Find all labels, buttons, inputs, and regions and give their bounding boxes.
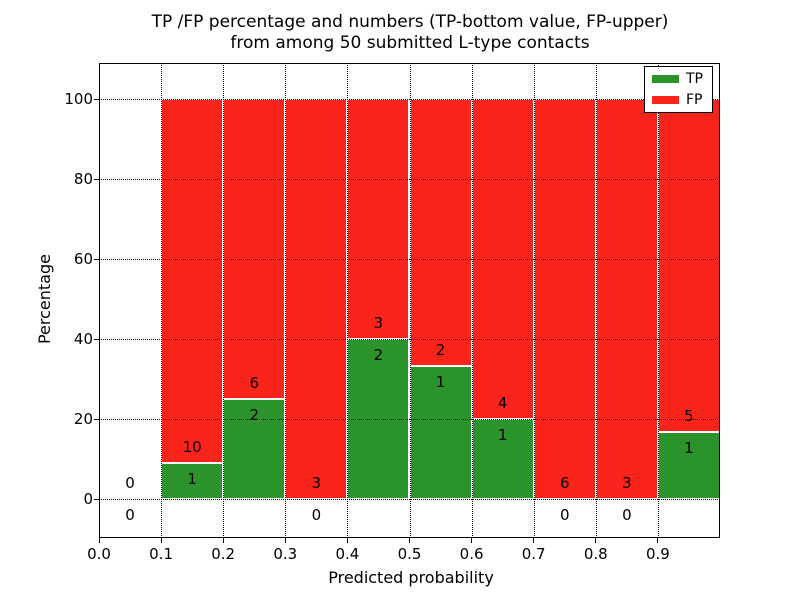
x-axis-label: Predicted probability: [328, 568, 494, 587]
legend-item: FP: [645, 92, 712, 108]
x-gridline: [657, 63, 659, 538]
fp-legend-swatch: [652, 96, 679, 104]
x-tick: [657, 538, 659, 543]
x-tick: [471, 538, 473, 543]
bar-tp-count-label: 0: [311, 506, 322, 524]
x-gridline: [223, 63, 225, 538]
x-tick-label: 0.8: [583, 545, 608, 563]
x-tick: [409, 538, 410, 543]
x-gridline: [409, 63, 411, 538]
x-gridline: [99, 63, 100, 538]
bar-fp-count-label: 3: [311, 474, 322, 492]
bar-fp-count-label: 3: [622, 474, 632, 492]
bar-fp-count-label: 5: [684, 407, 694, 426]
y-tick: [94, 258, 99, 260]
bar-fp-count-label: 0: [125, 474, 135, 492]
bar-tp-count-label: 0: [559, 506, 570, 524]
y-tick-label: 40: [73, 330, 93, 348]
bar-tp-count-label: 0: [622, 506, 632, 524]
x-tick: [595, 538, 597, 543]
bar-tp-segment: [409, 365, 472, 499]
x-tick-label: 0.7: [521, 545, 546, 563]
bar-fp-count-label: 6: [559, 474, 570, 492]
x-tick: [222, 538, 224, 543]
bar-fp-count-label: 6: [249, 374, 260, 392]
y-tick-label: 0: [83, 490, 93, 508]
x-gridline: [347, 63, 349, 538]
x-gridline: [471, 63, 473, 538]
bar-fp-count-label: 3: [373, 314, 384, 332]
y-tick: [94, 498, 99, 500]
x-gridline: [161, 63, 163, 538]
legend-label: TP: [686, 71, 703, 87]
bar-tp-count-label: 0: [125, 506, 135, 524]
x-tick-label: 0.0: [87, 545, 111, 563]
bar-fp-segment: [223, 99, 286, 399]
bar-fp-segment: [409, 99, 472, 366]
chart-title-line-1: TP /FP percentage and numbers (TP-bottom…: [151, 12, 669, 32]
bar-tp-count-label: 1: [684, 439, 694, 458]
bar-tp-count-label: 2: [373, 346, 384, 364]
y-tick-label: 100: [64, 90, 93, 108]
y-tick-label: 20: [73, 410, 93, 428]
bar-fp-segment: [347, 99, 410, 339]
legend: TP FP: [644, 66, 713, 113]
x-tick: [346, 538, 348, 543]
x-tick: [98, 538, 100, 543]
x-tick-label: 0.2: [211, 545, 236, 563]
bar-tp-count-label: 1: [497, 426, 508, 444]
x-tick: [160, 538, 162, 543]
bar-fp-segment: [657, 99, 720, 433]
y-tick-label: 60: [73, 250, 93, 268]
bar-fp-segment: [285, 99, 348, 499]
bar-fp-segment: [595, 99, 658, 499]
x-tick: [284, 538, 286, 543]
x-tick: [533, 538, 535, 543]
plot-area: [99, 63, 720, 538]
legend-item: TP: [645, 71, 712, 87]
bar-fp-count-label: 4: [497, 394, 508, 412]
bar-tp-count-label: 1: [435, 372, 446, 391]
bar-fp-segment: [533, 99, 596, 499]
y-tick: [94, 98, 99, 100]
chart-title-line-2: from among 50 submitted L-type contacts: [230, 33, 590, 53]
bar-fp-segment: [161, 99, 224, 463]
y-tick: [94, 338, 99, 340]
bar-tp-segment: [161, 462, 224, 499]
x-gridline: [533, 63, 535, 538]
bar-tp-count-label: 1: [187, 469, 197, 488]
x-tick-label: 0.6: [459, 545, 484, 563]
tp-legend-swatch: [652, 75, 679, 83]
y-tick: [94, 178, 99, 180]
x-tick-label: 0.5: [397, 545, 422, 563]
x-gridline: [285, 63, 287, 538]
bar-fp-count-label: 10: [182, 437, 202, 456]
x-tick-label: 0.9: [645, 545, 670, 563]
y-tick-label: 80: [73, 170, 93, 188]
legend-label: FP: [686, 92, 703, 108]
bar-fp-count-label: 2: [435, 340, 446, 359]
bar-tp-count-label: 2: [249, 406, 260, 424]
x-tick-label: 0.1: [149, 545, 174, 563]
bar-tp-segment: [223, 399, 286, 499]
y-tick: [94, 418, 99, 420]
x-gridline: [595, 63, 597, 538]
x-tick-label: 0.3: [273, 545, 298, 563]
x-tick-label: 0.4: [335, 545, 360, 563]
